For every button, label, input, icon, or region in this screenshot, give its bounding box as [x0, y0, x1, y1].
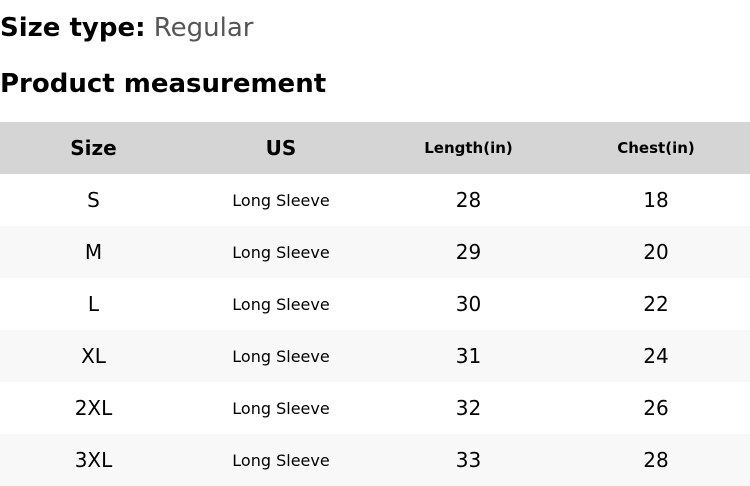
cell-size: 2XL: [74, 396, 113, 420]
cell-us: Long Sleeve: [232, 346, 330, 366]
cell-chest: 24: [643, 344, 669, 368]
header-length: Length(in): [424, 139, 513, 157]
measurement-table: Size US Length(in) Chest(in) S Long Slee…: [0, 122, 750, 486]
header-chest: Chest(in): [617, 139, 695, 157]
cell-size: 3XL: [74, 448, 113, 472]
table-header-row: Size US Length(in) Chest(in): [0, 122, 750, 174]
cell-chest: 18: [643, 188, 669, 212]
cell-length: 29: [455, 240, 482, 264]
cell-us: Long Sleeve: [232, 294, 330, 314]
cell-size: XL: [81, 344, 106, 368]
cell-length: 31: [455, 344, 482, 368]
cell-size: L: [87, 292, 100, 316]
cell-chest: 26: [643, 396, 669, 420]
size-type-label: Size type:: [0, 13, 146, 43]
table-row: L Long Sleeve 30 22: [0, 278, 750, 330]
cell-chest: 28: [643, 448, 669, 472]
cell-us: Long Sleeve: [232, 398, 330, 418]
cell-length: 28: [455, 188, 482, 212]
cell-size: S: [87, 188, 100, 212]
table-row: 2XL Long Sleeve 32 26: [0, 382, 750, 434]
cell-length: 32: [455, 396, 482, 420]
cell-us: Long Sleeve: [232, 450, 330, 470]
cell-us: Long Sleeve: [232, 190, 330, 210]
size-type-line: Size type: Regular: [0, 10, 253, 46]
cell-length: 33: [455, 448, 482, 472]
cell-us: Long Sleeve: [232, 242, 330, 262]
table-row: 3XL Long Sleeve 33 28: [0, 434, 750, 486]
section-title: Product measurement: [0, 69, 327, 99]
header-size: Size: [70, 136, 117, 160]
table-row: M Long Sleeve 29 20: [0, 226, 750, 278]
cell-length: 30: [455, 292, 482, 316]
cell-size: M: [84, 240, 103, 264]
cell-chest: 22: [643, 292, 669, 316]
size-type-value: Regular: [153, 13, 254, 43]
table-row: XL Long Sleeve 31 24: [0, 330, 750, 382]
cell-chest: 20: [643, 240, 669, 264]
table-row: S Long Sleeve 28 18: [0, 174, 750, 226]
header-us: US: [265, 136, 297, 160]
